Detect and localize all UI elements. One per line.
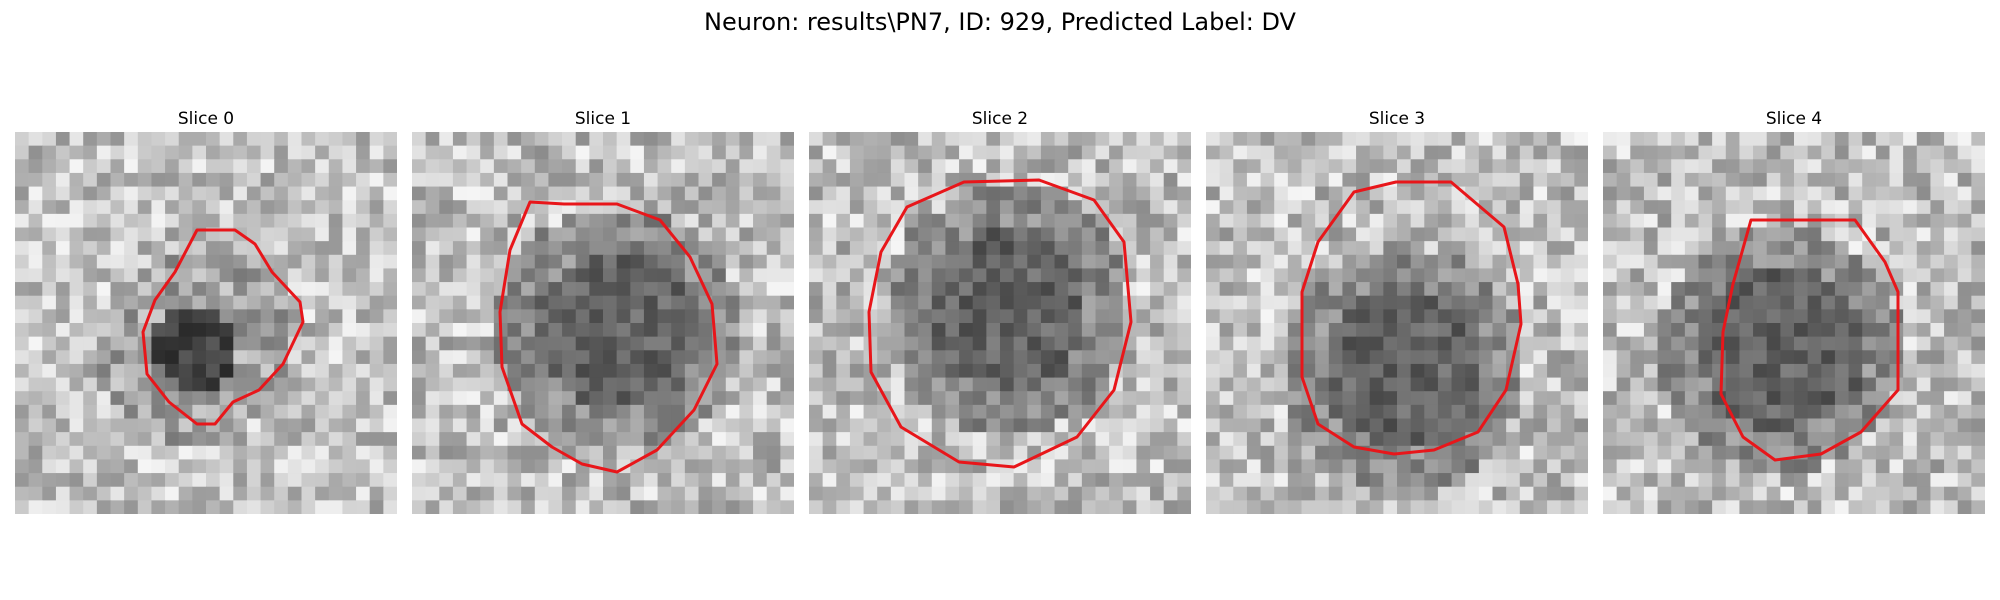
slice-pixels-3: [1206, 132, 1588, 514]
slice-title-0: Slice 0: [177, 109, 235, 129]
slice-panel-1: Slice 1: [412, 108, 794, 514]
roi-contour-4: [1719, 218, 1900, 462]
slice-pixels-4: [1603, 132, 1985, 514]
slice-panel-4: Slice 4: [1603, 108, 1985, 514]
slice-panel-3: Slice 3: [1206, 108, 1588, 514]
slice-title-3: Slice 3: [1368, 109, 1426, 129]
slice-title-4: Slice 4: [1765, 109, 1823, 129]
roi-contour-0: [141, 228, 305, 426]
slice-image-3: [1206, 132, 1588, 514]
figure-title: Neuron: results\PN7, ID: 929, Predicted …: [704, 8, 1296, 36]
slice-panel-2: Slice 2: [809, 108, 1191, 514]
slice-image-2: [809, 132, 1191, 514]
slice-pixels-0: [15, 132, 397, 514]
roi-contour-3: [1300, 180, 1523, 456]
roi-contour-1: [498, 200, 719, 474]
slice-image-0: [15, 132, 397, 514]
slice-image-1: [412, 132, 794, 514]
slice-panel-0: Slice 0: [15, 108, 397, 514]
roi-contour-2: [867, 178, 1133, 469]
slice-title-2: Slice 2: [971, 109, 1029, 129]
slice-image-4: [1603, 132, 1985, 514]
slice-pixels-2: [809, 132, 1191, 514]
slice-pixels-1: [412, 132, 794, 514]
slice-title-1: Slice 1: [574, 109, 632, 129]
